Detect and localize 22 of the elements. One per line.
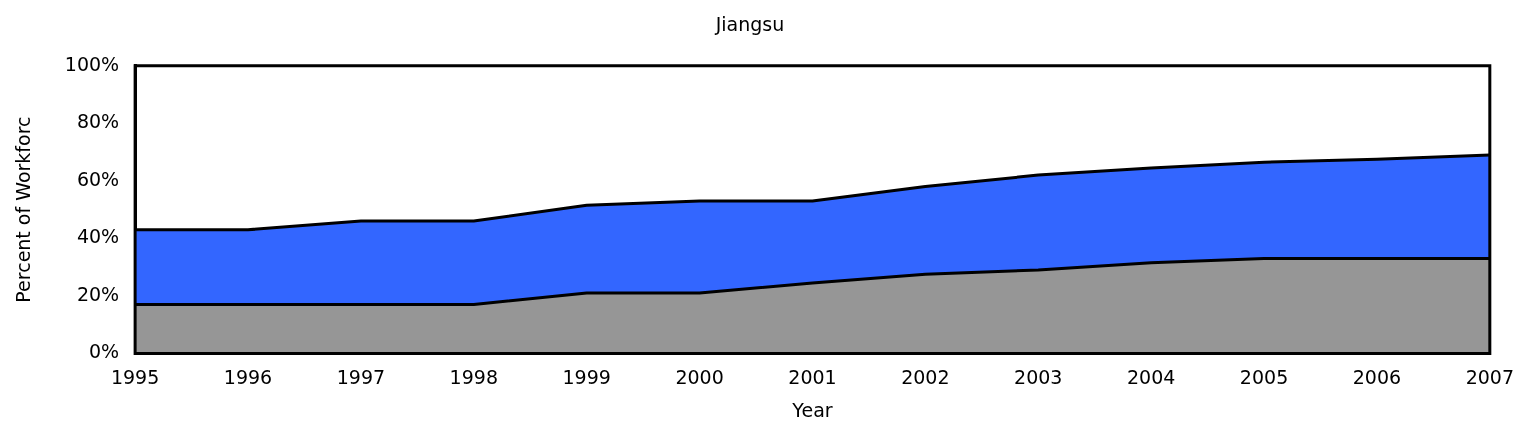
x-tick-label: 2005 — [1239, 365, 1289, 388]
y-tick-label: 80% — [76, 110, 120, 133]
x-tick-label: 1995 — [110, 365, 160, 388]
x-tick-label: 2006 — [1352, 365, 1402, 388]
x-tick-label: 1997 — [336, 365, 386, 388]
y-tick-label: 60% — [76, 167, 120, 190]
x-tick-label: 1998 — [449, 365, 498, 388]
y-tick-label: 0% — [88, 340, 120, 363]
x-tick-label: 1999 — [562, 365, 611, 388]
x-tick-label: 2007 — [1465, 365, 1514, 388]
y-tick-label: 20% — [76, 282, 120, 305]
x-tick-label: 2000 — [675, 365, 724, 388]
x-tick-label: 2003 — [1014, 365, 1063, 388]
x-axis-title: Year — [791, 398, 833, 421]
y-axis-title: Percent of Workforc — [12, 116, 35, 303]
chart-title: Jiangsu — [714, 13, 785, 36]
y-tick-label: 100% — [64, 52, 120, 75]
x-tick-label: 2002 — [901, 365, 950, 388]
y-tick-label: 40% — [76, 225, 120, 248]
x-tick-label: 1996 — [223, 365, 273, 388]
x-tick-label: 2004 — [1126, 365, 1176, 388]
x-tick-label: 2001 — [788, 365, 837, 388]
